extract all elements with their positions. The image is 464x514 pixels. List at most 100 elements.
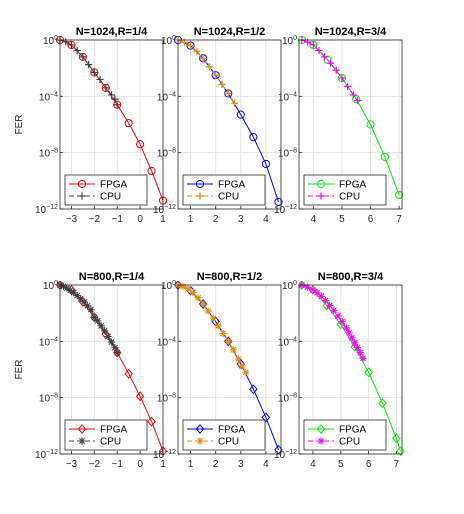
data-point-cpu <box>205 63 214 71</box>
legend-marker <box>78 437 86 445</box>
legend-label: CPU <box>218 437 239 448</box>
data-point-cpu <box>67 41 76 49</box>
data-point-fpga <box>249 384 258 395</box>
x-tick-label: 0 <box>137 214 143 225</box>
data-point-cpu <box>113 349 121 357</box>
legend-marker <box>316 179 326 189</box>
data-point-cpu <box>96 75 104 84</box>
data-point-fpga <box>124 118 133 128</box>
data-point-fpga <box>90 312 99 323</box>
data-point-cpu <box>87 306 95 314</box>
data-point-fpga <box>223 336 233 347</box>
legend-label: FPGA <box>218 180 246 191</box>
data-point-fpga <box>274 197 283 207</box>
legend-box <box>64 174 148 206</box>
data-point-cpu <box>356 349 364 357</box>
data-point-fpga <box>297 281 307 290</box>
data-point-cpu <box>351 339 359 347</box>
data-point-cpu <box>83 302 92 310</box>
x-tick-label: 2 <box>213 214 219 225</box>
data-point-cpu <box>70 289 78 297</box>
data-point-cpu <box>189 289 197 297</box>
data-point-fpga <box>352 95 361 104</box>
y-tick-label: 10−8 <box>157 148 176 160</box>
series-line-cpu <box>177 39 235 104</box>
data-point-cpu <box>80 298 88 306</box>
data-point-cpu <box>309 286 317 294</box>
x-tick-label: 6 <box>366 459 372 470</box>
legend-marker <box>195 179 205 189</box>
x-tick-label: −1 <box>112 459 124 470</box>
data-point-cpu <box>107 91 116 99</box>
data-point-fpga <box>236 110 245 119</box>
legend-label: FPGA <box>218 425 246 436</box>
x-tick-label: 4 <box>263 459 269 470</box>
data-point-fpga <box>158 446 167 457</box>
data-point-cpu <box>214 322 222 330</box>
legend-label: FPGA <box>339 425 367 436</box>
data-point-fpga <box>395 190 404 200</box>
x-tick-label: 1 <box>188 459 194 470</box>
y-tick-label: 10−4 <box>39 91 58 103</box>
y-tick-label: 10−4 <box>157 336 176 348</box>
data-point-cpu <box>342 324 350 332</box>
legend-label: CPU <box>100 437 121 448</box>
y-tick-label: 100 <box>282 35 297 47</box>
data-point-cpu <box>303 283 311 291</box>
data-point-cpu <box>242 368 250 376</box>
data-point-cpu <box>90 313 98 321</box>
data-point-cpu <box>102 84 110 92</box>
axes-box <box>177 39 282 210</box>
data-point-cpu <box>62 38 70 46</box>
data-point-cpu <box>186 42 195 50</box>
data-point-cpu <box>338 74 346 82</box>
chart-title: N=800,R=1/2 <box>197 271 262 283</box>
x-tick-label: 5 <box>338 459 344 470</box>
legend-label: FPGA <box>100 180 128 191</box>
legend-marker <box>316 424 326 434</box>
x-tick-label: 2 <box>213 459 219 470</box>
legend-label: CPU <box>339 437 360 448</box>
y-tick-label: 100 <box>161 35 176 47</box>
y-tick-label: 10−12 <box>274 204 297 216</box>
data-point-cpu <box>315 46 323 55</box>
y-axis-label: FER <box>14 360 25 380</box>
data-point-fpga <box>396 446 405 457</box>
legend-box <box>182 174 266 206</box>
chart-title: N=1024,R=1/2 <box>194 26 266 38</box>
chart-title: N=800,R=3/4 <box>318 271 384 283</box>
legend-marker <box>317 192 325 200</box>
data-point-cpu <box>107 338 116 346</box>
data-point-cpu <box>73 46 81 55</box>
legend-box <box>64 419 148 451</box>
axes-box <box>298 284 403 455</box>
axes-box <box>177 284 282 455</box>
data-point-cpu <box>353 344 362 352</box>
data-point-cpu <box>229 346 237 354</box>
data-point-cpu <box>66 286 74 294</box>
data-point-cpu <box>234 355 242 363</box>
data-point-cpu <box>193 47 201 55</box>
data-point-cpu <box>321 53 329 61</box>
data-point-cpu <box>230 99 239 107</box>
data-point-fpga <box>136 140 145 149</box>
data-point-cpu <box>313 289 321 297</box>
legend-label: FPGA <box>100 425 128 436</box>
data-point-fpga <box>147 416 156 427</box>
legend-marker <box>317 437 325 445</box>
legend-box <box>303 174 387 206</box>
data-point-fpga <box>198 299 208 309</box>
chart-title: N=1024,R=3/4 <box>315 26 387 38</box>
data-point-cpu <box>199 54 207 62</box>
x-tick-label: 4 <box>263 214 269 225</box>
legend-marker <box>196 192 204 200</box>
y-tick-label: 10−12 <box>35 204 58 216</box>
data-point-fpga <box>366 120 375 129</box>
y-tick-label: 10−8 <box>278 148 297 160</box>
legend-label: CPU <box>339 192 360 203</box>
data-point-cpu <box>321 296 330 305</box>
